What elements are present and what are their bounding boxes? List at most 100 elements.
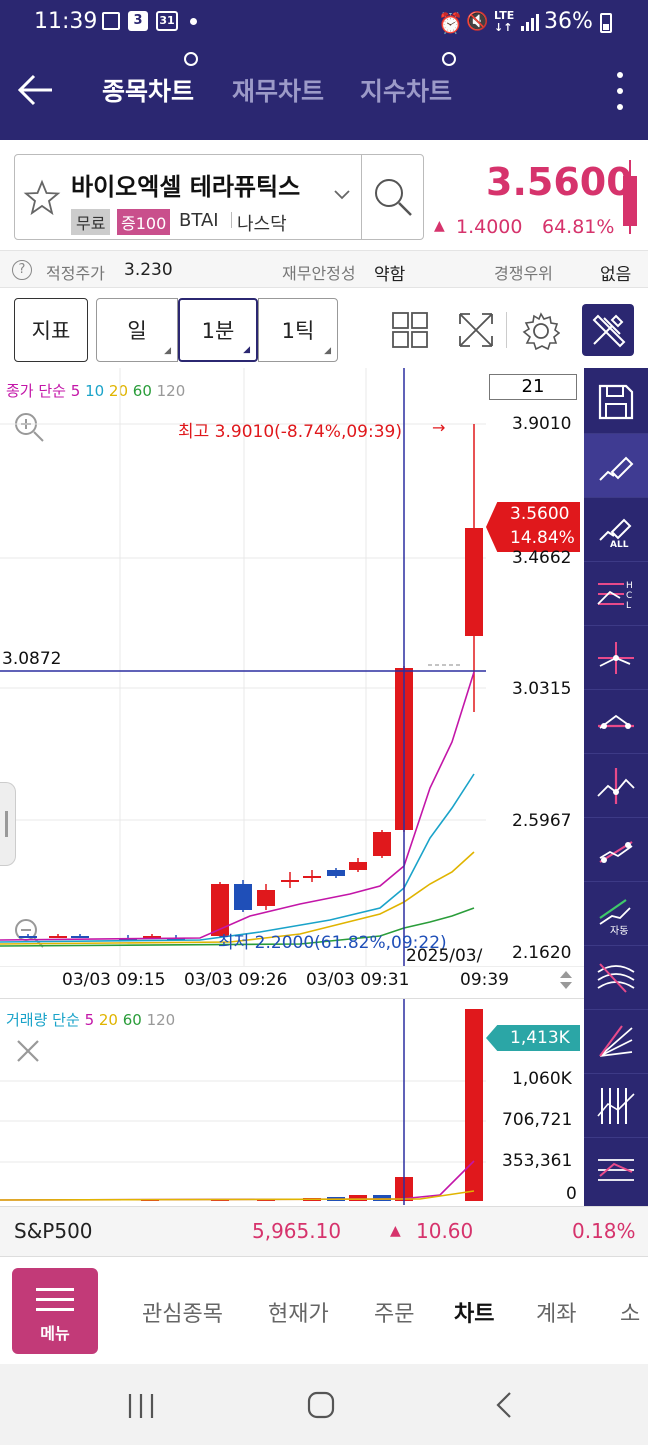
layout-grid-icon[interactable] xyxy=(392,312,428,348)
candle xyxy=(373,832,391,856)
moving-average-line xyxy=(0,671,475,941)
candle-count-box[interactable]: 21 xyxy=(489,374,577,400)
free-badge: 무료 xyxy=(71,209,111,235)
nav-watchlist[interactable]: 관심종목 xyxy=(142,1302,223,1327)
trend-line-tool[interactable] xyxy=(584,818,648,882)
side-drawer-handle[interactable] xyxy=(0,782,16,866)
back-icon[interactable] xyxy=(494,1390,514,1420)
tab-index-chart[interactable]: 지수차트 xyxy=(360,77,453,106)
nav-account[interactable]: 계좌 xyxy=(536,1302,577,1327)
volume-y-tick: 706,721 xyxy=(502,1110,573,1130)
x-axis xyxy=(0,966,584,998)
cycle-line-tool[interactable] xyxy=(584,1074,648,1138)
divider xyxy=(506,312,507,348)
price-chart[interactable]: 종가 단순 5 10 20 60 120 21 최고 3.9010(-8.74%… xyxy=(0,368,584,966)
index-value: 5,965.10 xyxy=(252,1219,342,1243)
axis-scroll-icon[interactable] xyxy=(558,968,574,992)
ma-legend-item: 20 xyxy=(104,382,129,400)
period-1min-button[interactable]: 1분 ◢ xyxy=(178,298,258,362)
home-icon[interactable] xyxy=(306,1390,336,1420)
fair-price-label: 적정주가 xyxy=(46,264,105,283)
drawing-tools-button[interactable] xyxy=(582,304,634,356)
channel-tool[interactable] xyxy=(584,1138,648,1202)
fan-tool[interactable] xyxy=(584,1010,648,1074)
search-icon[interactable] xyxy=(371,175,415,219)
volume-bar xyxy=(373,1195,391,1201)
auto-trend-tool[interactable]: 자동 xyxy=(584,882,648,946)
gallery-icon xyxy=(102,12,120,30)
current-price-tag-pct: 14.84% xyxy=(510,528,575,548)
svg-text:C: C xyxy=(626,591,632,601)
ma-legend-item: 120 xyxy=(151,382,186,400)
nav-current-price[interactable]: 현재가 xyxy=(268,1302,329,1327)
horizontal-line-tool[interactable] xyxy=(584,690,648,754)
current-price-tag: 3.5600 14.84% xyxy=(486,502,580,552)
period-1min-label: 1분 xyxy=(201,319,235,343)
eraser-all-tool[interactable]: ALL xyxy=(584,498,648,562)
divider xyxy=(231,212,232,228)
svg-text:H: H xyxy=(626,581,633,591)
eraser-tool[interactable] xyxy=(584,434,648,498)
period-1tick-button[interactable]: 1틱 ◢ xyxy=(258,298,338,362)
fair-price-value: 3.230 xyxy=(124,260,173,280)
system-nav-bar xyxy=(0,1364,648,1445)
indicator-button[interactable]: 지표 xyxy=(14,298,88,362)
candle xyxy=(281,880,299,882)
market: 나스닥 xyxy=(237,214,287,235)
corner-icon: ◢ xyxy=(164,346,171,356)
tab-finance-chart[interactable]: 재무차트 xyxy=(232,77,325,106)
arc-tool[interactable] xyxy=(584,946,648,1010)
current-price: 3.5600 xyxy=(486,160,633,204)
volume-chart[interactable]: 거래량 단순 5 20 60 120 1,413K 1,060K 706,721… xyxy=(0,998,584,1205)
nav-more[interactable]: 소 xyxy=(620,1302,641,1327)
current-price-tag-value: 3.5600 xyxy=(510,504,570,524)
y-tick: 3.4662 xyxy=(512,548,572,568)
competitive-value: 없음 xyxy=(600,265,632,285)
vertical-line-tool[interactable] xyxy=(584,754,648,818)
candle xyxy=(234,884,252,910)
ticker: BTAI xyxy=(179,210,219,231)
crosshair-tool[interactable] xyxy=(584,626,648,690)
save-tool[interactable] xyxy=(584,370,648,434)
save-icon xyxy=(598,384,634,420)
help-icon[interactable]: ? xyxy=(12,260,32,280)
candle xyxy=(211,884,229,936)
tab-stock-chart[interactable]: 종목차트 xyxy=(102,77,195,106)
candle xyxy=(303,876,321,878)
star-icon[interactable] xyxy=(23,179,61,217)
nav-order[interactable]: 주문 xyxy=(374,1302,415,1327)
back-arrow-icon[interactable] xyxy=(16,72,56,108)
lte-icon: LTE ↓↑ xyxy=(494,9,515,34)
candle xyxy=(71,936,89,938)
index-ticker-row[interactable]: S&P500 5,965.10 ▲ 10.60 0.18% xyxy=(0,1206,648,1256)
price-change: 1.4000 xyxy=(456,216,523,238)
battery-icon xyxy=(600,13,612,33)
period-day-label: 일 xyxy=(127,319,147,343)
ma-legend-item: 5 xyxy=(84,1011,95,1029)
period-day-button[interactable]: 일 ◢ xyxy=(96,298,178,362)
recents-icon[interactable] xyxy=(126,1392,156,1420)
x-tick: 03/03 09:15 xyxy=(62,970,166,990)
close-icon[interactable] xyxy=(14,1037,42,1065)
stock-selector[interactable]: 바이오엑셀 테라퓨틱스 무료 증100 BTAI 나스닥 xyxy=(14,154,424,240)
period-1tick-label: 1틱 xyxy=(281,319,315,343)
info-row: ? 적정주가 3.230 재무안정성 약함 경쟁우위 없음 xyxy=(0,250,648,288)
volume-bar xyxy=(465,1009,483,1201)
more-vert-icon[interactable] xyxy=(616,72,624,112)
tools-icon xyxy=(592,314,626,348)
menu-button[interactable]: 메뉴 xyxy=(12,1268,98,1354)
ma-legend-item: 20 xyxy=(94,1011,118,1029)
arrow-right-icon: → xyxy=(432,418,446,437)
trend-line-icon xyxy=(599,841,633,863)
gear-icon[interactable] xyxy=(522,312,560,350)
candle xyxy=(327,870,345,876)
tab-badge-icon xyxy=(184,52,198,66)
volume-legend: 거래량 단순 5 20 60 120 xyxy=(6,1009,175,1030)
fullscreen-icon[interactable] xyxy=(456,310,496,350)
moving-average-line xyxy=(0,773,475,943)
chevron-down-icon[interactable] xyxy=(333,189,351,201)
y-tick: 2.1620 xyxy=(512,943,572,963)
current-volume-tag: 1,413K xyxy=(486,1025,580,1051)
nav-chart[interactable]: 차트 xyxy=(454,1302,495,1327)
